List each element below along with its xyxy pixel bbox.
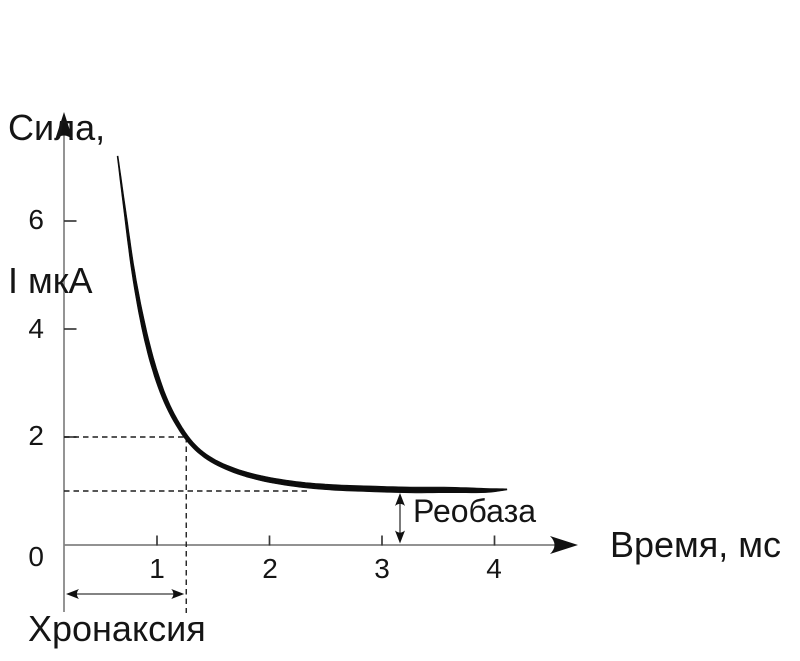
y-axis-arrowhead: [55, 112, 73, 140]
x-tick-label-3: 3: [374, 553, 390, 584]
x-axis-title: Время, мс: [610, 524, 782, 565]
chronaxie-arrowhead-right: [171, 589, 185, 599]
origin-label: 0: [28, 541, 44, 572]
y-tick-label-4: 4: [28, 313, 44, 344]
y-tick-label-6: 6: [28, 204, 44, 235]
x-tick-label-1: 1: [149, 553, 165, 584]
rheobase-arrowhead-top: [395, 493, 405, 506]
y-tick-label-2: 2: [28, 420, 44, 451]
chronaxie-annotation-label: Хронаксия: [28, 608, 206, 649]
x-tick-label-2: 2: [262, 553, 278, 584]
rheobase-annotation-label: Реобаза: [413, 493, 537, 529]
y-axis-title-line2: I мкА: [8, 260, 93, 301]
x-tick-label-4: 4: [486, 553, 502, 584]
rheobase-arrowhead-bottom: [395, 530, 405, 544]
y-axis-title: Сила, I мкА: [8, 0, 105, 408]
y-axis-title-line1: Сила,: [8, 107, 106, 148]
chronaxie-arrowhead-left: [66, 589, 79, 599]
curve-strength-duration: [116, 155, 508, 494]
x-axis-arrowhead: [550, 536, 578, 554]
